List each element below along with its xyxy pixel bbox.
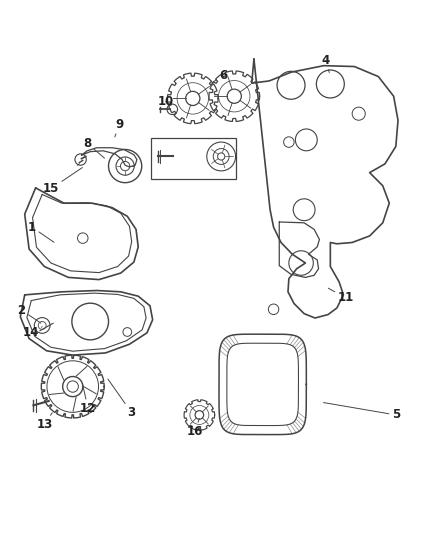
Text: 13: 13 <box>36 413 53 431</box>
Bar <box>151 138 237 179</box>
Text: 11: 11 <box>328 288 354 304</box>
Text: 10: 10 <box>158 95 174 108</box>
Text: 16: 16 <box>187 418 203 438</box>
Text: 2: 2 <box>18 304 41 323</box>
Text: 8: 8 <box>83 137 105 158</box>
Text: 9: 9 <box>115 118 124 137</box>
Text: 1: 1 <box>28 221 54 243</box>
Text: 5: 5 <box>324 402 400 422</box>
Text: 6: 6 <box>212 69 227 83</box>
Text: 4: 4 <box>322 54 330 72</box>
Text: 3: 3 <box>108 379 136 419</box>
Text: 15: 15 <box>43 167 82 195</box>
Text: 14: 14 <box>22 326 42 340</box>
Text: 12: 12 <box>80 383 96 415</box>
